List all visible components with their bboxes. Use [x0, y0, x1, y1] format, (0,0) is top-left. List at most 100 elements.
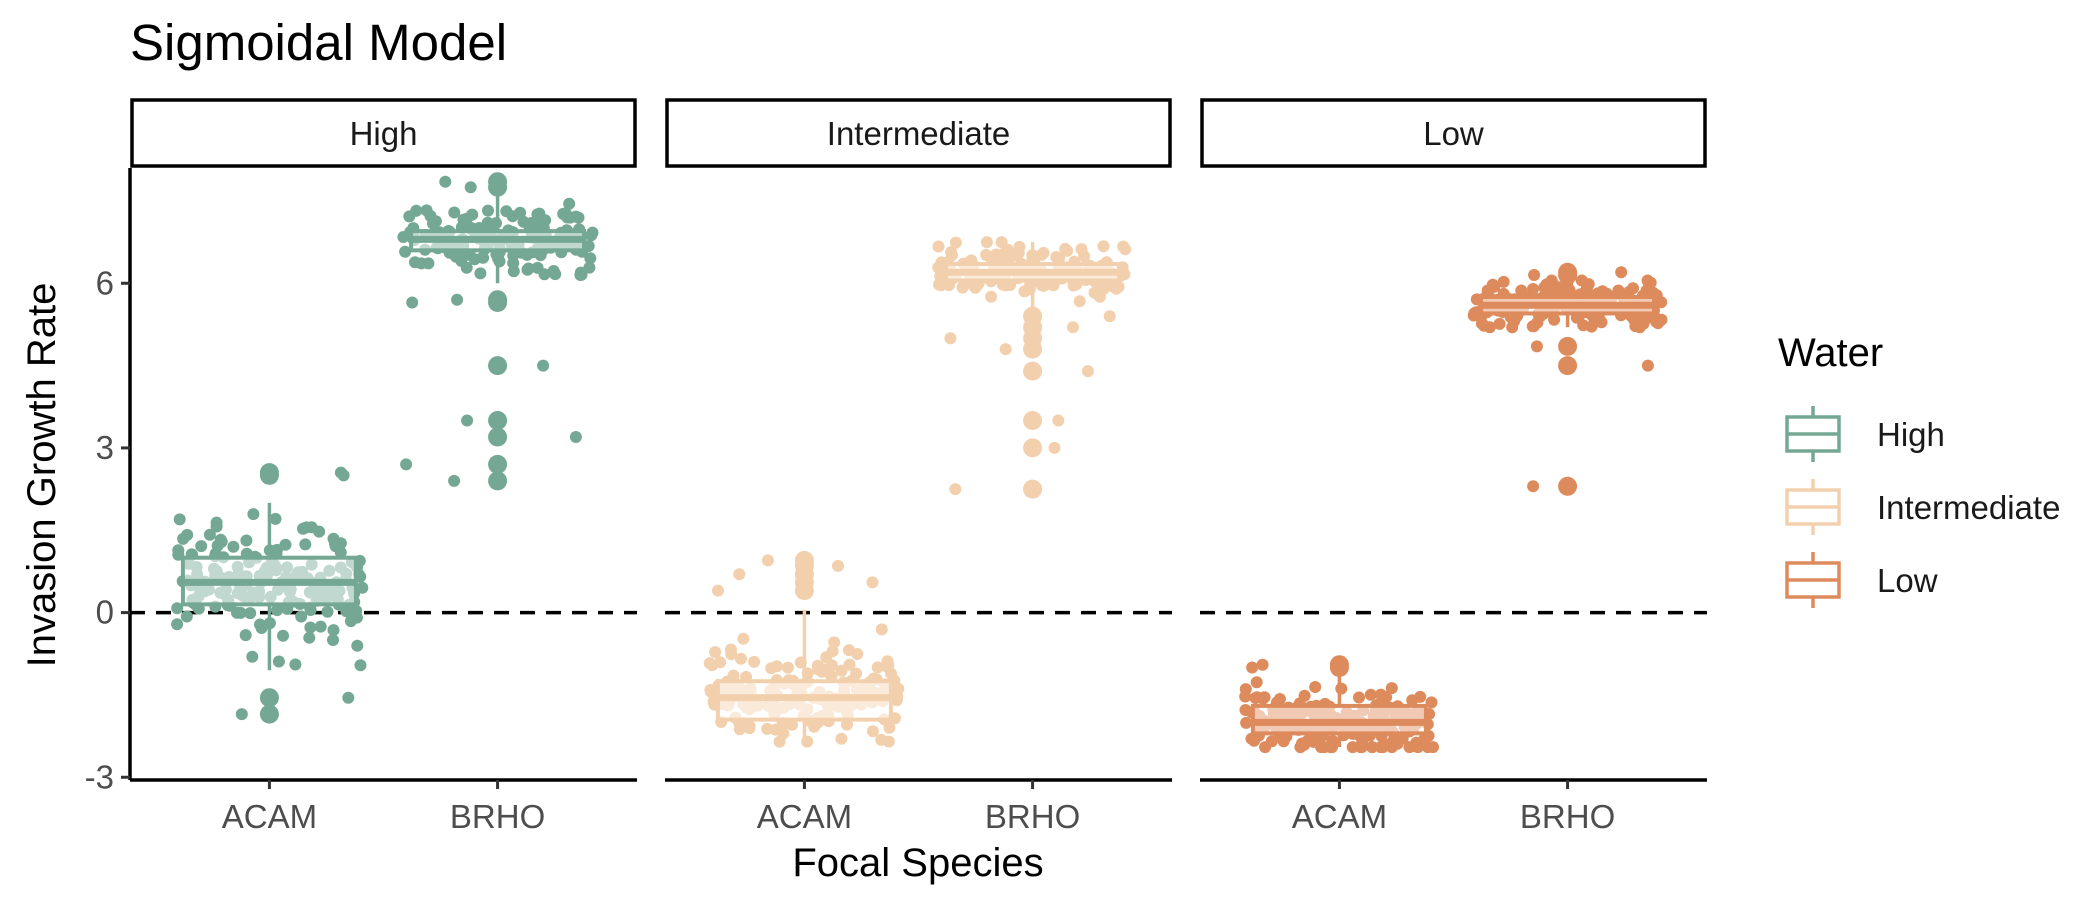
data-point — [1528, 269, 1541, 281]
data-point — [269, 512, 282, 525]
data-point — [883, 721, 896, 734]
data-point — [1335, 682, 1348, 695]
data-point — [477, 251, 490, 264]
data-point — [244, 607, 257, 620]
x-tick-label: BRHO — [450, 798, 545, 835]
data-point — [817, 663, 830, 676]
data-point — [1374, 688, 1387, 701]
data-point — [305, 521, 318, 534]
legend-item-intermediate: Intermediate — [1785, 479, 2060, 535]
data-point — [1527, 480, 1540, 493]
outlier-point — [488, 356, 508, 376]
x-tick-label: BRHO — [1520, 798, 1615, 835]
legend-label: High — [1877, 416, 1945, 453]
outlier-point — [488, 411, 508, 430]
data-point — [949, 236, 962, 249]
outlier-point — [488, 471, 508, 491]
data-point — [725, 648, 738, 661]
data-point — [949, 483, 962, 496]
data-point — [569, 431, 582, 443]
data-point — [990, 248, 1002, 261]
data-point — [399, 245, 412, 258]
data-point — [1353, 691, 1365, 704]
box-group-acam — [171, 463, 369, 724]
x-tick-label: BRHO — [985, 798, 1080, 835]
data-point — [882, 658, 895, 671]
data-point — [1246, 661, 1259, 674]
data-point — [1475, 317, 1488, 330]
data-point — [871, 661, 884, 674]
legend-label: Low — [1877, 562, 1938, 599]
data-point — [180, 610, 193, 623]
data-point — [279, 538, 292, 551]
data-point — [246, 650, 259, 663]
data-point — [349, 606, 362, 619]
data-point — [1506, 321, 1519, 334]
data-point — [875, 623, 888, 636]
data-point — [356, 581, 369, 594]
data-point — [1081, 365, 1094, 378]
data-point — [835, 732, 848, 745]
data-point — [574, 266, 587, 279]
data-point — [1239, 683, 1252, 696]
data-point — [748, 655, 761, 668]
outlier-point — [488, 454, 508, 474]
outlier-point — [1023, 479, 1043, 499]
data-point — [1527, 320, 1540, 333]
data-point — [586, 226, 599, 239]
data-point — [214, 533, 227, 546]
data-point — [1078, 250, 1091, 263]
data-point — [808, 720, 821, 733]
legend: Water High Intermediate Low — [1778, 331, 2060, 608]
data-point — [1650, 316, 1663, 328]
facet-strip — [130, 98, 637, 168]
data-point — [303, 631, 316, 644]
data-point — [1240, 716, 1253, 729]
data-point — [547, 265, 560, 277]
data-point — [1117, 240, 1130, 253]
data-point — [743, 720, 756, 732]
y-axis-title: Invasion Growth Rate — [20, 283, 64, 668]
data-point — [1013, 240, 1026, 253]
data-point — [1409, 740, 1422, 753]
data-point — [1073, 295, 1086, 308]
data-point — [1355, 741, 1368, 754]
data-point — [351, 639, 364, 652]
facet-strip — [1200, 98, 1707, 168]
data-point — [231, 606, 243, 619]
data-point — [1641, 359, 1654, 372]
box-group-brho — [1467, 262, 1668, 496]
data-point — [1239, 704, 1252, 716]
data-point — [304, 621, 317, 634]
data-point — [737, 632, 750, 645]
data-point — [522, 262, 535, 275]
outlier-point — [488, 427, 508, 447]
data-point — [1581, 281, 1594, 293]
data-point — [1067, 321, 1079, 334]
data-point — [1555, 281, 1568, 294]
data-point — [1364, 688, 1377, 701]
facet-strip — [665, 98, 1172, 168]
data-point — [464, 181, 477, 194]
data-point — [410, 204, 423, 217]
data-point — [1366, 741, 1379, 754]
data-point — [203, 528, 216, 541]
data-point — [843, 644, 855, 657]
chart-title: Sigmoidal Model — [130, 14, 507, 71]
data-point — [506, 210, 519, 223]
data-point — [277, 629, 289, 642]
data-point — [420, 204, 433, 217]
data-point — [828, 636, 841, 649]
data-point — [1103, 310, 1116, 323]
outlier-point — [1023, 361, 1043, 381]
data-point — [340, 605, 353, 618]
data-point — [709, 646, 722, 659]
outlier-point — [488, 290, 508, 310]
data-point — [1385, 682, 1398, 695]
data-point — [314, 620, 327, 633]
y-tick-label: 3 — [96, 429, 114, 466]
data-point — [327, 624, 340, 637]
facet-panel-intermediate: Intermediate ACAM BRHO — [665, 98, 1172, 835]
data-point — [271, 604, 284, 617]
